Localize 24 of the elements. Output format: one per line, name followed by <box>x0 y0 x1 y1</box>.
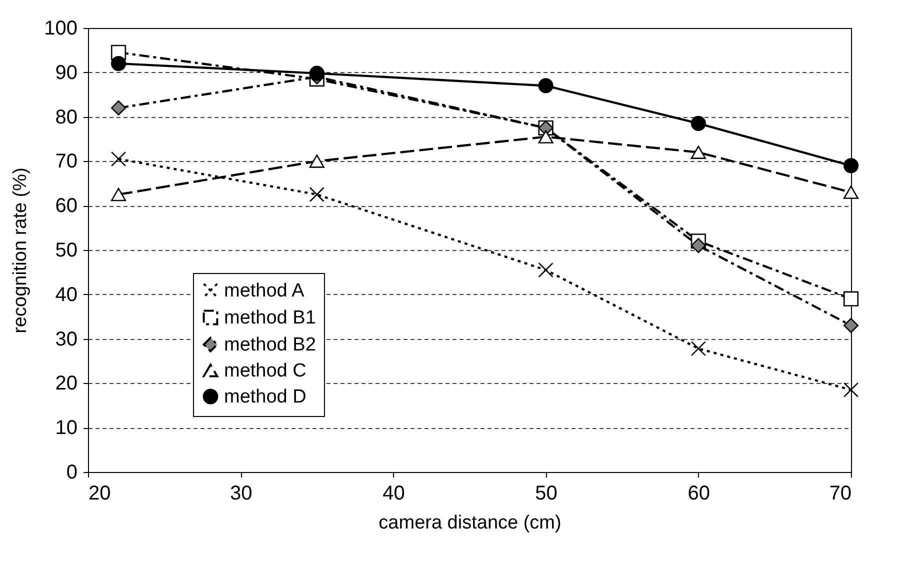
legend-label: method C <box>224 360 306 382</box>
legend-label: method D <box>224 386 306 408</box>
x-tick-label: 70 <box>829 482 852 504</box>
y-tick-label: 0 <box>66 462 78 484</box>
legend-label: method B1 <box>224 308 316 328</box>
y-tick-label: 20 <box>55 372 78 395</box>
y-tick-label: 40 <box>55 284 78 306</box>
x-tick-label: 40 <box>382 482 405 504</box>
x-tick-label: 50 <box>535 482 558 504</box>
y-tick-label: 70 <box>55 150 78 173</box>
y-tick-label: 90 <box>55 62 78 84</box>
y-axis-title: recognition rate (%) <box>10 168 32 334</box>
y-tick-label: 10 <box>55 417 78 440</box>
y-tick-label: 60 <box>55 195 78 218</box>
x-tick-label: 20 <box>88 482 111 504</box>
y-tick-label: 30 <box>55 328 78 350</box>
x-tick-label: 60 <box>688 482 710 504</box>
y-tick-label: 80 <box>55 106 78 128</box>
y-tick-label: 100 <box>44 18 78 40</box>
y-tick-label: 50 <box>55 240 78 262</box>
legend-label: method A <box>224 280 305 302</box>
legend-label: method B2 <box>224 334 316 356</box>
x-tick-label: 30 <box>230 482 252 504</box>
x-axis-title: camera distance (cm) <box>378 512 562 534</box>
